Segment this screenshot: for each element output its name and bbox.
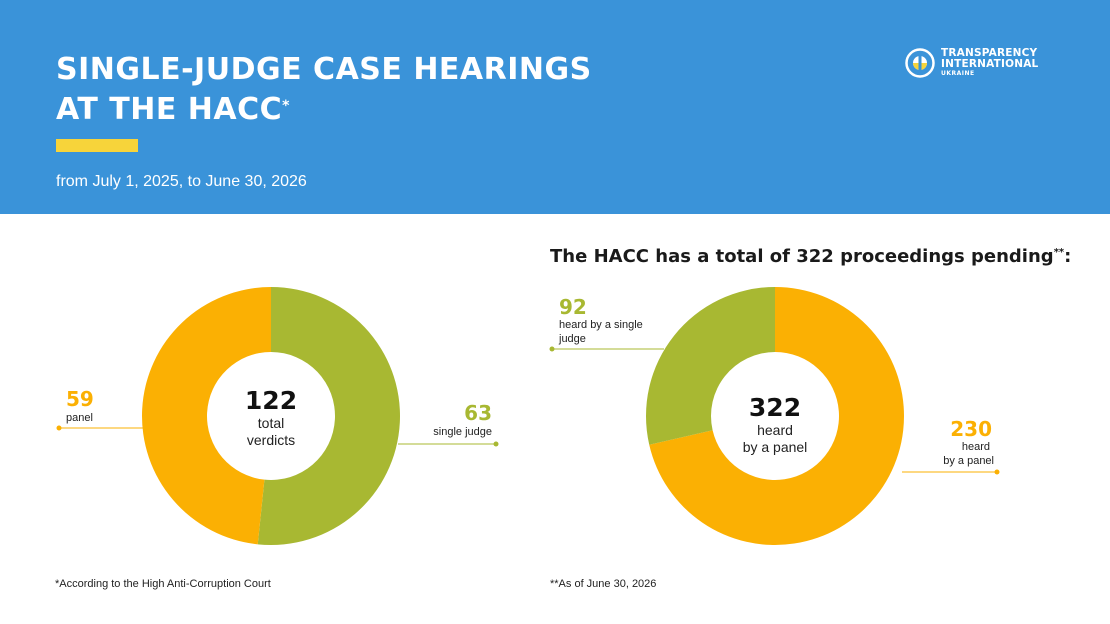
- chart1-slice-0: [257, 287, 400, 545]
- logo-line-2: INTERNATIONAL: [941, 58, 1039, 70]
- chart1-slice-1: [141, 287, 271, 545]
- chart1-center-value: 122: [245, 386, 297, 415]
- header-banner: SINGLE-JUDGE CASE HEARINGS AT THE HACC* …: [0, 0, 1110, 214]
- chart2-panel-label-1: heard: [962, 441, 990, 453]
- chart2-panel-value: 230: [950, 417, 992, 441]
- chart2-single-judge-label-1: heard by a single: [559, 319, 643, 331]
- pending-donut-chart: [646, 287, 904, 545]
- chart1-center-label-2: verdicts: [247, 432, 295, 448]
- footnote-source: *According to the High Anti-Corruption C…: [55, 578, 271, 590]
- transparency-international-logo-icon: [905, 48, 935, 78]
- chart1-single-judge-label: single judge: [433, 426, 492, 438]
- chart2-center-label-1: heard: [757, 422, 793, 438]
- pending-proceedings-heading: The HACC has a total of 322 proceedings …: [550, 246, 1071, 267]
- chart1-single-judge-value: 63: [464, 401, 492, 425]
- pending-heading-text: The HACC has a total of 322 proceedings …: [550, 246, 1054, 267]
- chart1-panel-leader-dot: [56, 425, 62, 431]
- pending-heading-mark: **: [1053, 247, 1065, 258]
- chart1-panel-label: panel: [66, 412, 93, 424]
- pending-heading-tail: :: [1064, 246, 1072, 267]
- chart2-center-label-2: by a panel: [743, 439, 808, 455]
- chart1-center-label-1: total: [258, 415, 284, 431]
- verdicts-donut-chart: [141, 287, 400, 545]
- title-accent-bar: [56, 139, 138, 152]
- chart2-single-judge-label-2: judge: [558, 333, 586, 345]
- title-line-1: SINGLE-JUDGE CASE HEARINGS: [56, 52, 592, 87]
- transparency-international-logo: TRANSPARENCY INTERNATIONAL UKRAINE: [905, 48, 1038, 78]
- chart1-panel-value: 59: [66, 387, 94, 411]
- date-range-subtitle: from July 1, 2025, to June 30, 2026: [56, 173, 307, 190]
- chart2-panel-leader-dot: [994, 469, 1000, 475]
- logo-line-1: TRANSPARENCY: [941, 47, 1038, 59]
- chart2-slice-1: [646, 287, 775, 445]
- logo-line-3: UKRAINE: [941, 70, 975, 77]
- title-line-2: AT THE HACC: [56, 92, 283, 127]
- chart2-single-judge-leader-dot: [549, 346, 555, 352]
- chart2-center-value: 322: [749, 393, 801, 422]
- chart2-panel-label-2: by a panel: [943, 455, 994, 467]
- footnote-date: **As of June 30, 2026: [550, 578, 657, 590]
- title-footnote-mark: *: [282, 98, 290, 114]
- chart1-single-judge-leader-dot: [493, 441, 499, 447]
- chart2-single-judge-value: 92: [559, 295, 587, 319]
- page-title: SINGLE-JUDGE CASE HEARINGS AT THE HACC*: [56, 50, 592, 130]
- chart2-slice-0: [649, 287, 904, 545]
